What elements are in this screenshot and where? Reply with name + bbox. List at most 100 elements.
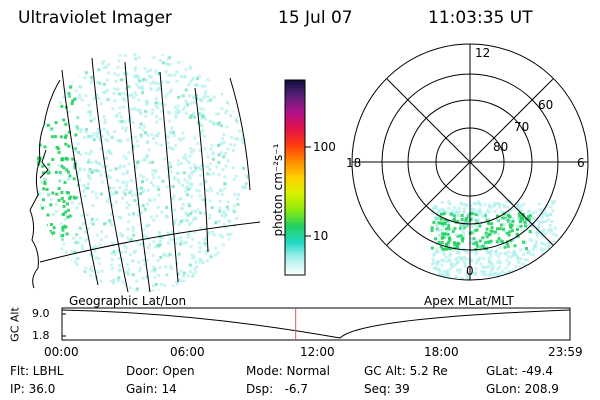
emission-pixel [131, 121, 135, 124]
emission-pixel [209, 147, 213, 151]
emission-pixel [109, 279, 113, 283]
emission-pixel [90, 217, 94, 221]
emission-pixel [212, 122, 215, 126]
emission-pixel [238, 129, 242, 133]
emission-pixel [244, 131, 248, 135]
emission-pixel [192, 217, 196, 221]
emission-pixel [124, 184, 128, 188]
emission-pixel [521, 216, 525, 220]
emission-pixel [227, 102, 231, 106]
emission-pixel [107, 197, 111, 201]
emission-pixel [522, 252, 525, 256]
emission-pixel [72, 236, 76, 240]
emission-pixel [78, 202, 81, 206]
emission-pixel [474, 213, 478, 217]
emission-pixel [187, 187, 191, 191]
emission-pixel [54, 121, 58, 125]
emission-pixel [45, 241, 49, 244]
emission-pixel [436, 209, 440, 213]
emission-pixel [463, 224, 467, 227]
emission-pixel [506, 213, 510, 217]
emission-pixel [514, 253, 518, 257]
emission-pixel [128, 191, 132, 195]
emission-pixel [84, 266, 87, 270]
emission-pixel [218, 123, 222, 127]
emission-pixel [146, 223, 150, 227]
emission-pixel [174, 113, 178, 117]
emission-pixel [435, 223, 438, 227]
emission-pixel [40, 106, 44, 110]
emission-pixel [430, 211, 434, 215]
emission-pixel [134, 83, 138, 87]
emission-pixel [62, 273, 66, 277]
emission-pixel [41, 96, 45, 99]
emission-pixel [112, 186, 116, 190]
emission-pixel [452, 241, 456, 245]
emission-pixel [164, 265, 168, 269]
emission-pixel [520, 262, 524, 266]
emission-pixel [125, 201, 129, 205]
emission-pixel [175, 280, 179, 284]
emission-pixel [493, 209, 497, 213]
emission-pixel [226, 233, 230, 237]
emission-pixel [65, 157, 69, 161]
emission-pixel [91, 222, 95, 226]
emission-pixel [504, 266, 508, 270]
emission-pixel [149, 82, 153, 85]
emission-pixel [447, 221, 451, 225]
emission-pixel [200, 197, 204, 201]
emission-pixel [448, 279, 452, 280]
emission-pixel [238, 249, 242, 253]
emission-pixel [449, 260, 453, 264]
emission-pixel [78, 178, 82, 182]
emission-pixel [161, 52, 165, 56]
emission-pixel [127, 151, 131, 155]
emission-pixel [151, 160, 155, 164]
time-tick-0000: 00:00 [44, 345, 79, 359]
emission-pixel [442, 250, 446, 254]
emission-pixel [80, 68, 84, 72]
emission-pixel [498, 271, 502, 275]
emission-pixel [83, 194, 87, 198]
emission-pixel [116, 249, 120, 253]
emission-pixel [174, 115, 178, 119]
emission-pixel [224, 111, 228, 115]
emission-pixel [129, 253, 132, 257]
emission-pixel [64, 210, 68, 214]
emission-pixel [143, 157, 147, 161]
emission-pixel [45, 275, 49, 279]
emission-pixel [533, 264, 536, 268]
emission-pixel [220, 61, 224, 65]
emission-pixel [58, 232, 62, 236]
emission-pixel [173, 220, 177, 224]
emission-pixel [470, 207, 473, 211]
emission-pixel [95, 92, 99, 96]
emission-pixel [492, 201, 496, 205]
emission-pixel [144, 114, 148, 118]
emission-pixel [504, 274, 508, 278]
emission-pixel [153, 269, 157, 273]
emission-pixel [203, 92, 207, 96]
emission-pixel [145, 155, 149, 159]
emission-pixel [101, 134, 105, 138]
emission-pixel [240, 138, 244, 142]
emission-pixel [189, 186, 193, 190]
emission-pixel [212, 284, 216, 288]
emission-pixel [533, 262, 537, 266]
emission-pixel [545, 268, 549, 272]
emission-pixel [231, 281, 234, 285]
emission-pixel [440, 236, 444, 240]
emission-pixel [36, 83, 40, 87]
emission-pixel [209, 162, 213, 166]
emission-pixel [448, 252, 452, 256]
emission-pixel [241, 229, 245, 233]
emission-pixel [69, 85, 73, 89]
emission-pixel [496, 233, 500, 237]
emission-pixel [216, 63, 220, 67]
emission-pixel [209, 189, 213, 193]
emission-pixel [180, 206, 184, 210]
emission-pixel [171, 238, 175, 242]
emission-pixel [540, 267, 544, 271]
emission-pixel [208, 213, 212, 217]
emission-pixel [38, 216, 42, 220]
